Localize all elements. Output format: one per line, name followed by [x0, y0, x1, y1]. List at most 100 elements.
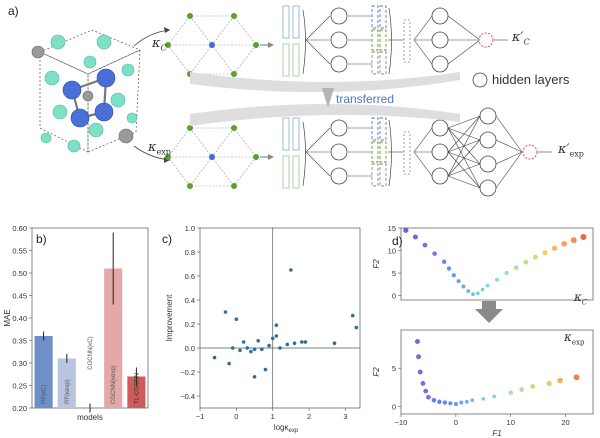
y-tick-label: 5: [392, 364, 396, 373]
data-point: [551, 245, 558, 251]
data-point: [416, 354, 422, 360]
data-point: [426, 394, 431, 400]
data-point: [456, 279, 461, 284]
y-tick-label: 15: [388, 224, 396, 233]
data-point: [459, 400, 464, 405]
data-point: [249, 349, 253, 354]
data-point: [227, 361, 231, 366]
data-point: [451, 273, 456, 278]
y-tick-label: −0.4: [180, 392, 195, 401]
transferred-label: transferred: [336, 92, 395, 106]
data-point: [245, 346, 250, 350]
x-axis-label-sub: exp: [289, 428, 299, 434]
y-tick-label: 10: [388, 247, 396, 256]
data-point: [300, 340, 304, 344]
bar: [57, 358, 76, 408]
data-point: [292, 341, 297, 345]
panel-b-chart: 0.20 0.25 0.30 0.35 0.40 0.45 0.50 0.55 0.60 MAE m…: [3, 224, 149, 422]
data-point: [270, 336, 275, 341]
y-tick-label: 0.35: [12, 337, 27, 346]
plot-frame: [400, 329, 594, 415]
x-axis-label: models: [77, 413, 103, 422]
y-tick-label: 0: [392, 402, 396, 411]
y-tick-label: 0.50: [12, 269, 27, 278]
data-point: [437, 399, 442, 405]
data-point: [557, 377, 563, 384]
hidden-layer-legend-icon: [472, 72, 488, 88]
data-point: [504, 270, 509, 276]
y-tick-label: 0.20: [12, 404, 27, 413]
data-point: [580, 233, 587, 241]
data-point: [354, 325, 359, 330]
bar: [127, 376, 146, 408]
data-point: [442, 259, 447, 264]
data-point: [542, 250, 548, 256]
data-point: [492, 394, 497, 399]
bar: [34, 336, 53, 408]
panel-d-bottom-tag: κexp: [564, 330, 585, 347]
x-tick-label: 20: [561, 418, 569, 427]
data-point: [241, 340, 246, 344]
data-point: [464, 399, 469, 404]
x-tick-label: 0: [234, 412, 238, 421]
kappa-exp-label: κexp: [148, 140, 171, 157]
data-point: [252, 375, 257, 379]
data-point: [494, 277, 500, 282]
data-point: [223, 310, 228, 314]
bottom-crystal-graph: [165, 125, 259, 189]
data-point: [256, 339, 260, 343]
y-tick-label: 0.8: [185, 248, 195, 257]
data-point: [530, 384, 536, 389]
data-point: [546, 380, 552, 387]
bar-label: CGCNN(κexp): [111, 365, 117, 404]
y-tick-label: 0.55: [12, 247, 27, 256]
data-point: [480, 287, 485, 292]
x-axis-label: logκexp: [274, 423, 299, 434]
kappa-exp-prime-label: κ′exp: [558, 142, 584, 159]
kappa-c-label: κC: [152, 36, 167, 53]
data-point: [422, 242, 428, 248]
panel-d-chart: 0 5 10 15 F2 0 5 −10 0 10 20 F2 F1: [372, 224, 594, 438]
y-axis-label: Improvement: [165, 294, 174, 341]
data-point: [403, 227, 409, 233]
y-tick-label: 0.60: [12, 224, 27, 233]
y-axis-label: MAE: [3, 309, 12, 326]
x-tick-label: 3: [343, 412, 347, 421]
data-point: [432, 251, 437, 256]
y-tick-label: 0.30: [12, 359, 27, 368]
bar-label: CGCNN(κC): [88, 336, 94, 369]
y-tick-label: 0.2: [185, 320, 195, 329]
x-axis-label: F1: [492, 429, 501, 438]
y-tick-label: 0.40: [12, 314, 27, 323]
data-point: [412, 234, 418, 240]
y-tick-label: 5: [392, 269, 396, 278]
kappa-c-prime-label: κ′C: [512, 30, 530, 47]
data-point: [513, 265, 519, 270]
data-point: [442, 400, 448, 405]
plot-frame: [199, 227, 361, 409]
bottom-network: [282, 107, 552, 197]
panel-d-top-tag: κC: [574, 290, 588, 307]
data-point: [466, 289, 471, 293]
data-point: [523, 259, 529, 265]
data-point: [561, 240, 567, 247]
data-point: [453, 402, 458, 407]
data-point: [350, 313, 355, 318]
y-tick-label: 0.25: [12, 382, 27, 391]
data-point: [471, 292, 475, 297]
panel-d-label: d): [392, 234, 403, 248]
data-point: [417, 369, 423, 375]
x-tick-label: −1: [196, 412, 205, 421]
y-tick-label: 0: [392, 292, 396, 301]
data-point: [267, 343, 271, 348]
data-point: [420, 381, 426, 386]
data-point: [470, 398, 475, 403]
x-tick-label: 2: [307, 412, 311, 421]
top-crystal-graph: [165, 13, 259, 77]
data-point: [481, 396, 486, 401]
data-point: [485, 283, 490, 288]
panel-a-figure: [31, 5, 552, 197]
data-point: [508, 390, 513, 395]
y-tick-label: −0.2: [180, 368, 195, 377]
panel-b-label: b): [36, 232, 47, 246]
